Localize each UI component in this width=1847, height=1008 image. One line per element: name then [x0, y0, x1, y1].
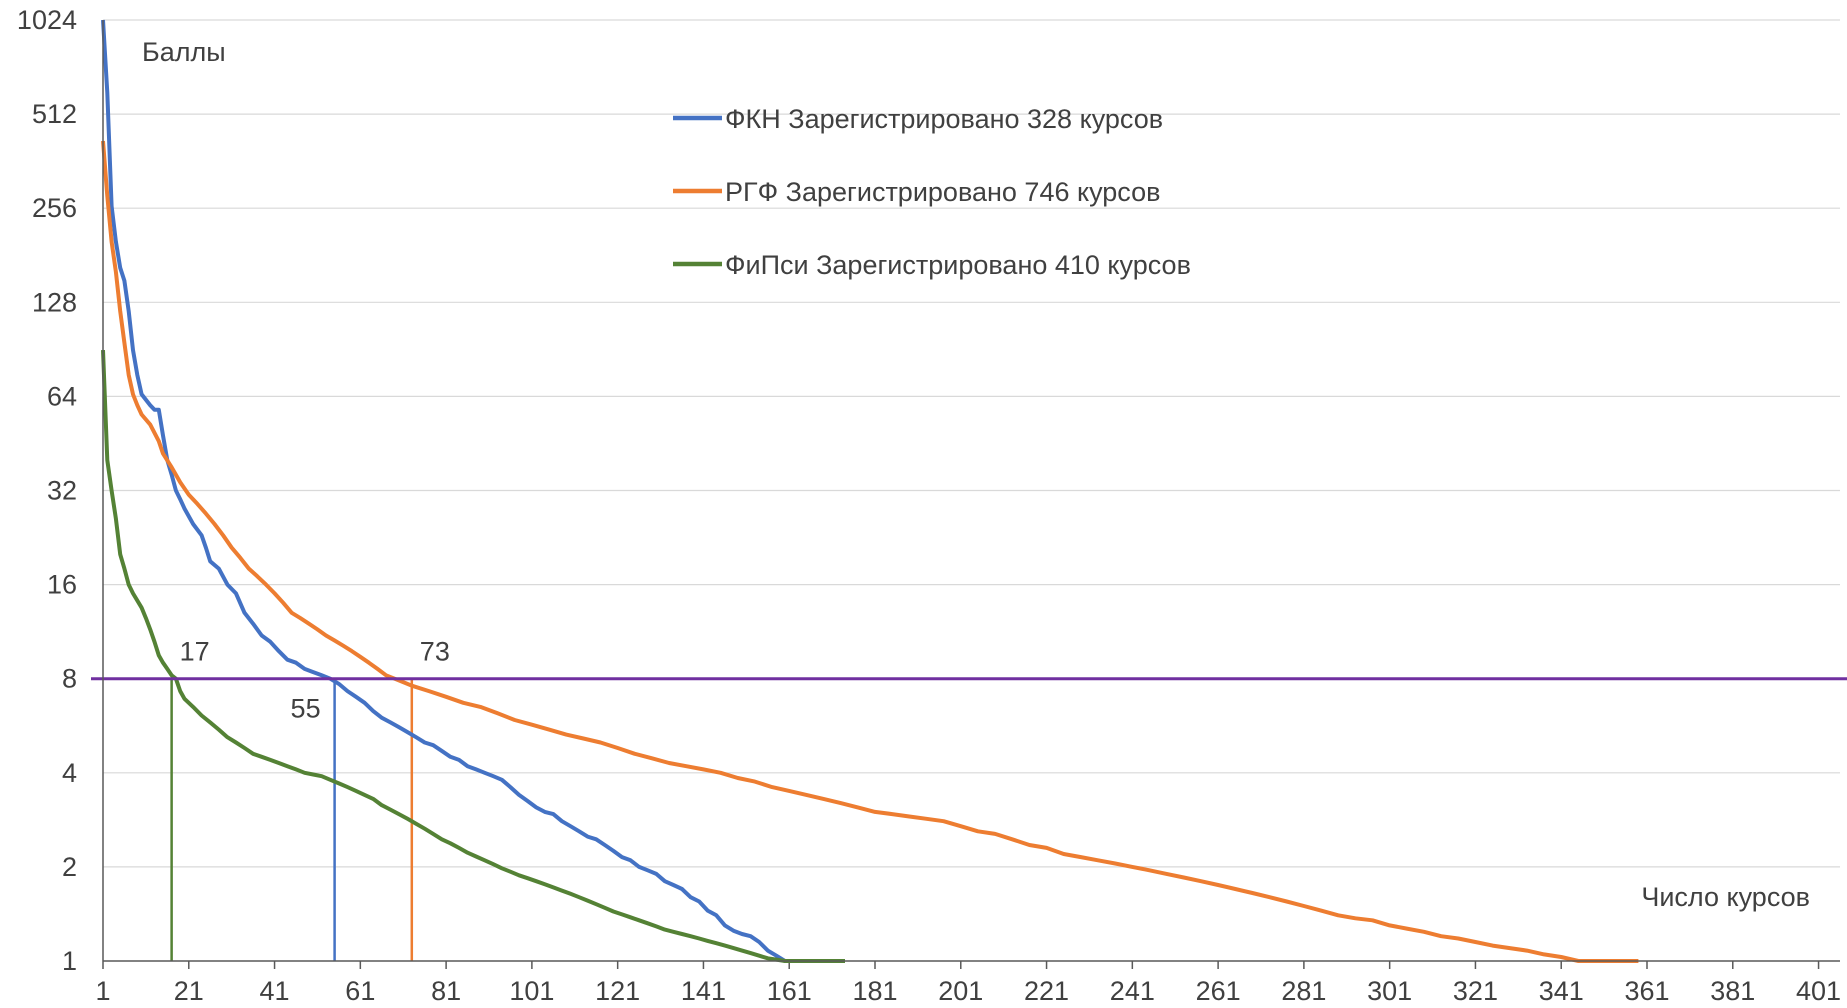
x-tick-label: 21	[174, 976, 204, 1006]
x-axis-title: Число курсов	[1641, 882, 1810, 912]
series-lines	[101, 19, 1639, 963]
y-tick-label: 512	[32, 99, 77, 129]
y-tick-label: 8	[62, 664, 77, 694]
y-tick-label: 16	[47, 570, 77, 600]
x-tick-label: 261	[1196, 976, 1241, 1006]
x-tick-label: 281	[1281, 976, 1326, 1006]
y-tick-label: 1024	[17, 5, 77, 35]
y-tick-label: 1	[62, 946, 77, 976]
drop-line-label: 73	[420, 637, 450, 667]
y-tick-label: 2	[62, 852, 77, 882]
x-tick-label: 341	[1539, 976, 1584, 1006]
x-tick-label: 61	[345, 976, 375, 1006]
x-tick-label: 241	[1110, 976, 1155, 1006]
legend-label: РГФ Зарегистрировано 746 курсов	[725, 177, 1160, 207]
x-tick-label: 161	[767, 976, 812, 1006]
x-tick-label: 141	[681, 976, 726, 1006]
x-tick-label: 381	[1710, 976, 1755, 1006]
x-tick-label: 301	[1367, 976, 1412, 1006]
drop-line-label: 55	[291, 694, 321, 724]
x-tick-label: 1	[95, 976, 110, 1006]
y-tick-label: 128	[32, 287, 77, 317]
x-tick-label: 361	[1624, 976, 1669, 1006]
series-line-1	[101, 19, 794, 963]
x-tick-label: 121	[595, 976, 640, 1006]
x-tick-label: 181	[852, 976, 897, 1006]
series-line-3	[101, 350, 845, 963]
x-tick-label: 321	[1453, 976, 1498, 1006]
series-line-2	[101, 140, 1639, 963]
legend-label: ФиПси Зарегистрировано 410 курсов	[725, 250, 1191, 280]
y-axis-ticks: 1 2 4 8 16 32 64 128 256 512 1024	[17, 5, 77, 976]
y-tick-label: 32	[47, 476, 77, 506]
x-tick-label: 221	[1024, 976, 1069, 1006]
x-tick-label: 81	[431, 976, 461, 1006]
x-tick-label: 401	[1796, 976, 1841, 1006]
legend: ФКН Зарегистрировано 328 курсов РГФ Зарег…	[673, 104, 1191, 280]
drop-line-label: 17	[180, 637, 210, 667]
annotations: 17 55 73	[180, 637, 450, 724]
x-axis-ticks: 1 21 41 61 81 101 121 141 161 181 201 221 241 261 281 3…	[95, 961, 1841, 1006]
y-axis-title: Баллы	[142, 37, 226, 67]
y-tick-label: 4	[62, 758, 77, 788]
y-tick-label: 256	[32, 193, 77, 223]
x-tick-label: 101	[509, 976, 554, 1006]
x-tick-label: 201	[938, 976, 983, 1006]
y-tick-label: 64	[47, 381, 77, 411]
x-tick-label: 41	[260, 976, 290, 1006]
legend-label: ФКН Зарегистрировано 328 курсов	[725, 104, 1163, 134]
